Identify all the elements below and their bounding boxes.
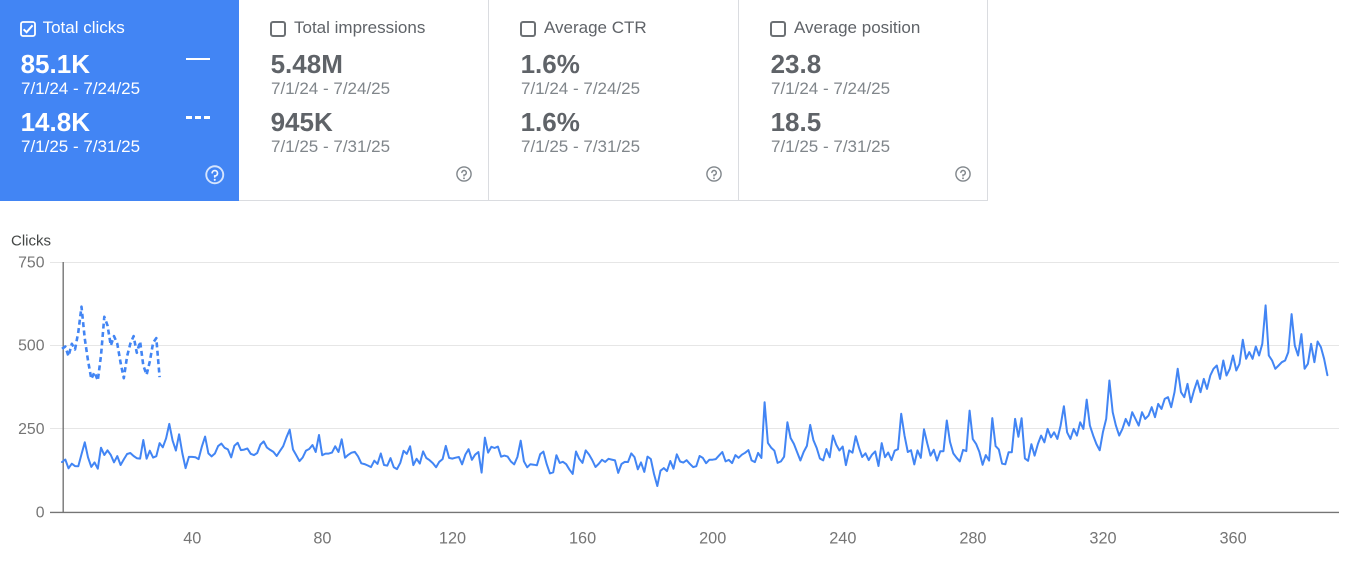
svg-text:0: 0 [36,504,45,521]
svg-text:120: 120 [439,530,466,548]
svg-text:80: 80 [313,530,331,548]
svg-text:160: 160 [569,530,596,548]
svg-text:240: 240 [829,530,856,548]
svg-text:280: 280 [959,530,986,548]
svg-text:250: 250 [18,421,45,438]
svg-text:200: 200 [699,530,726,548]
svg-text:500: 500 [18,338,45,355]
svg-text:750: 750 [18,254,45,271]
svg-text:360: 360 [1220,530,1247,548]
svg-text:40: 40 [183,530,201,548]
svg-text:320: 320 [1089,530,1116,548]
svg-text:Clicks: Clicks [11,232,51,249]
